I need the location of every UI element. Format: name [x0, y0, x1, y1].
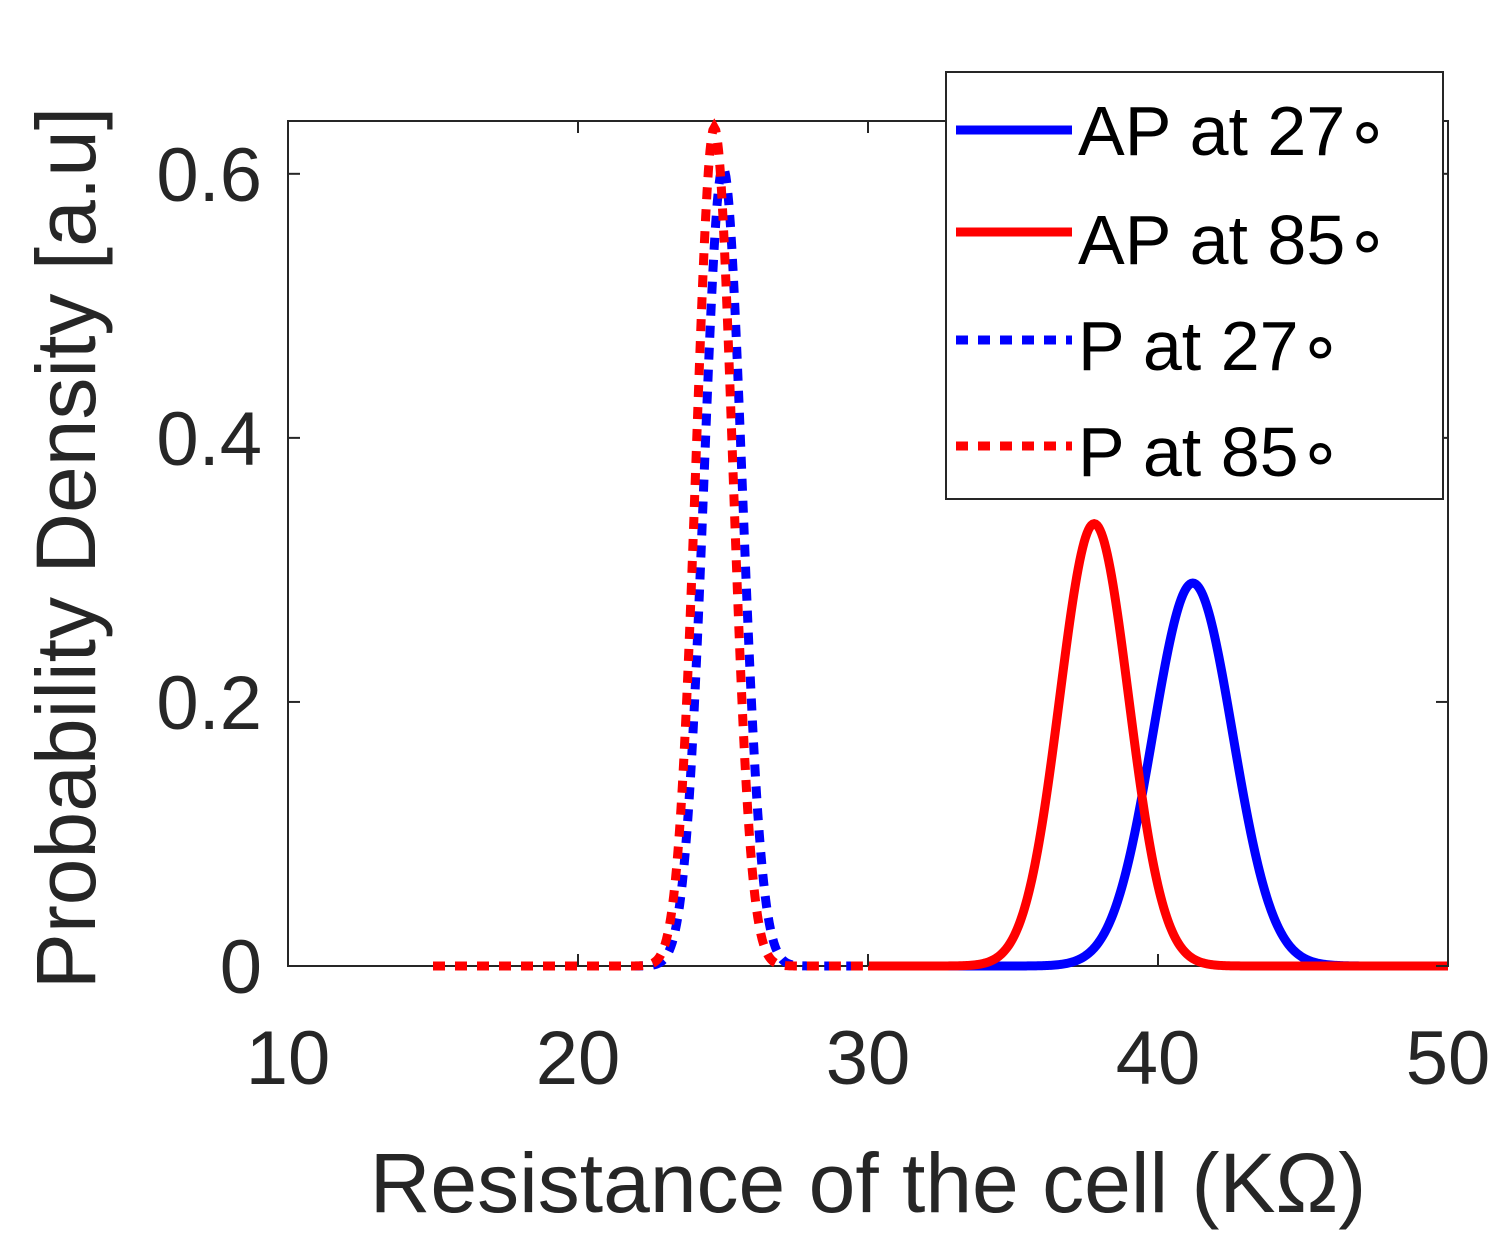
legend-label-ap-85: AP at 85∘: [1078, 201, 1389, 279]
x-tick-label: 40: [1116, 1016, 1201, 1101]
series-layer: [433, 118, 1448, 971]
legend: AP at 27∘ AP at 85∘ P at 27∘ P at 85∘: [945, 71, 1444, 500]
x-axis-label: Resistance of the cell (KΩ): [370, 1136, 1367, 1230]
legend-label-ap-27: AP at 27∘: [1078, 92, 1389, 170]
x-tick-label: 20: [536, 1016, 621, 1101]
tick-layer: 10 20 30 40 50 0 0.2 0.4 0.6: [156, 121, 1490, 1101]
x-tick-label: 10: [246, 1016, 331, 1101]
x-tick-label: 30: [826, 1016, 911, 1101]
legend-entry-ap-85: AP at 85∘: [956, 201, 1389, 279]
legend-entry-p-85: P at 85∘: [956, 413, 1342, 491]
y-axis-label: Probability Density [a.u]: [19, 107, 113, 989]
legend-box: [945, 71, 1444, 500]
y-tick-label: 0.2: [156, 661, 262, 746]
x-tick-label: 50: [1406, 1016, 1491, 1101]
y-tick-label: 0: [220, 925, 262, 1010]
y-tick-label: 0.4: [156, 397, 262, 482]
series-line-p-at-85: [433, 118, 868, 971]
y-tick-label: 0.6: [156, 133, 262, 218]
series-line-ap-at-85: [868, 519, 1448, 971]
legend-entry-p-27: P at 27∘: [956, 307, 1342, 385]
legend-label-p-85: P at 85∘: [1078, 413, 1342, 491]
legend-entry-ap-27: AP at 27∘: [956, 92, 1389, 170]
legend-label-p-27: P at 27∘: [1078, 307, 1342, 385]
